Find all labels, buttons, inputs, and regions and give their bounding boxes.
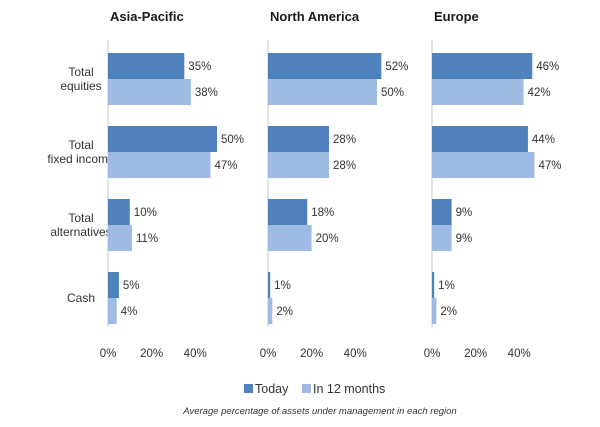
bar-in-12-months — [432, 152, 535, 178]
data-label: 2% — [276, 306, 293, 318]
category-label: Total equities — [60, 65, 101, 93]
data-label: 11% — [136, 233, 158, 245]
data-label: 10% — [134, 207, 157, 219]
x-tick-label: 0% — [260, 348, 277, 360]
data-label: 50% — [381, 87, 404, 99]
data-label: 1% — [438, 280, 455, 292]
bar-in-12-months — [108, 298, 117, 324]
x-tick-label: 40% — [184, 348, 207, 360]
chart-caption: Average percentage of assets under manag… — [182, 406, 456, 417]
data-label: 46% — [536, 61, 559, 73]
data-label: 18% — [311, 207, 334, 219]
category-label-line: Cash — [67, 291, 95, 305]
bar-today — [268, 272, 271, 298]
data-label: 1% — [274, 280, 291, 292]
data-label: 52% — [385, 61, 408, 73]
x-tick-label: 20% — [464, 348, 487, 360]
bar-in-12-months — [432, 79, 524, 105]
x-tick-label: 40% — [344, 348, 367, 360]
bar-today — [268, 126, 330, 152]
bar-in-12-months — [432, 298, 437, 324]
category-label: Cash — [67, 291, 95, 305]
bar-today — [108, 53, 185, 79]
category-label-line: fixed income — [47, 152, 115, 166]
legend-label: Today — [255, 382, 289, 396]
bar-today — [268, 53, 382, 79]
bar-in-12-months — [432, 225, 452, 251]
data-label: 38% — [195, 87, 218, 99]
bar-in-12-months — [268, 225, 312, 251]
bar-in-12-months — [268, 298, 273, 324]
category-label: Total alternatives — [50, 211, 111, 239]
category-label-line: alternatives — [50, 225, 111, 239]
data-label: 47% — [538, 160, 561, 172]
data-label: 5% — [123, 280, 140, 292]
legend-swatch — [244, 384, 253, 393]
category-label-line: equities — [60, 79, 101, 93]
bar-today — [432, 272, 435, 298]
data-label: 28% — [333, 134, 356, 146]
x-tick-label: 40% — [508, 348, 531, 360]
data-label: 50% — [221, 134, 244, 146]
x-tick-label: 0% — [100, 348, 117, 360]
data-label: 9% — [456, 207, 473, 219]
panel-title: North America — [270, 9, 360, 24]
panel-title: Europe — [434, 9, 479, 24]
bar-in-12-months — [108, 79, 191, 105]
x-tick-label: 0% — [424, 348, 441, 360]
bar-today — [432, 199, 452, 225]
data-label: 28% — [333, 160, 356, 172]
category-label: Total fixed income — [47, 138, 115, 166]
bar-in-12-months — [268, 79, 377, 105]
x-tick-label: 20% — [140, 348, 163, 360]
bar-today — [108, 199, 130, 225]
x-tick-label: 20% — [300, 348, 323, 360]
legend-label: In 12 months — [313, 382, 385, 396]
legend-swatch — [302, 384, 311, 393]
bar-in-12-months — [108, 152, 211, 178]
bar-today — [268, 199, 308, 225]
bar-today — [108, 272, 119, 298]
bar-in-12-months — [268, 152, 330, 178]
data-label: 35% — [188, 61, 211, 73]
panel-title: Asia-Pacific — [110, 9, 184, 24]
data-label: 42% — [528, 87, 551, 99]
bar-today — [432, 126, 528, 152]
bar-today — [108, 126, 217, 152]
category-label-line: Total — [68, 138, 93, 152]
data-label: 9% — [456, 233, 473, 245]
data-label: 4% — [121, 306, 138, 318]
category-label-line: Total — [68, 65, 93, 79]
data-label: 2% — [440, 306, 457, 318]
data-label: 44% — [532, 134, 555, 146]
bar-today — [432, 53, 533, 79]
data-label: 20% — [316, 233, 339, 245]
bar-in-12-months — [108, 225, 132, 251]
data-label: 47% — [214, 160, 237, 172]
category-label-line: Total — [68, 211, 93, 225]
